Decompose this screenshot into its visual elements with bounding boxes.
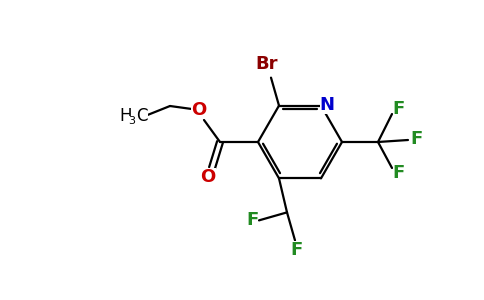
Text: C: C — [136, 107, 148, 125]
Text: H: H — [120, 107, 132, 125]
Text: N: N — [319, 96, 334, 114]
Text: F: F — [291, 242, 303, 260]
Text: O: O — [200, 168, 216, 186]
Text: O: O — [191, 101, 207, 119]
Text: F: F — [410, 130, 422, 148]
Text: F: F — [246, 212, 258, 230]
Text: F: F — [393, 164, 405, 182]
Text: Br: Br — [256, 55, 278, 73]
Text: 3: 3 — [128, 116, 136, 126]
Text: F: F — [393, 100, 405, 118]
